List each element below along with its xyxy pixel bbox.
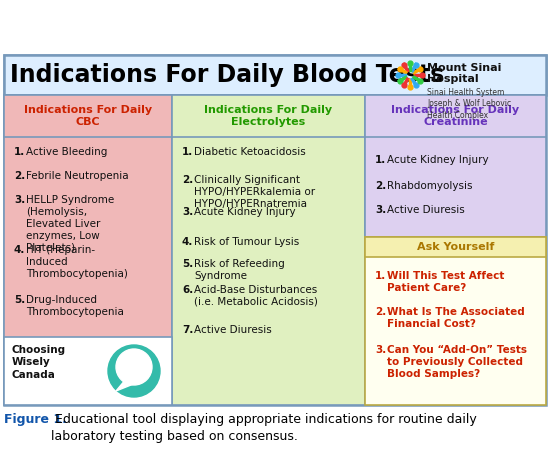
Text: Mount Sinai
Hospital: Mount Sinai Hospital — [427, 63, 502, 84]
Text: 1.: 1. — [14, 147, 25, 157]
Text: Sinai Health System
Joseph & Wolf Lebovic
Health Complex: Sinai Health System Joseph & Wolf Lebovi… — [427, 88, 511, 120]
Bar — [172, 95, 365, 405]
Text: 3.: 3. — [14, 195, 25, 205]
Bar — [365, 237, 546, 257]
Text: Acute Kidney Injury: Acute Kidney Injury — [387, 155, 488, 165]
Text: HIT (Heparin-
Induced
Thrombocytopenia): HIT (Heparin- Induced Thrombocytopenia) — [26, 245, 128, 279]
Text: Clinically Significant
HYPO/HYPERkalemia or
HYPO/HYPERnatremia: Clinically Significant HYPO/HYPERkalemia… — [194, 175, 315, 209]
Bar — [172, 95, 365, 137]
Text: Rhabdomyolysis: Rhabdomyolysis — [387, 181, 472, 191]
Bar — [4, 95, 172, 137]
Text: 6.: 6. — [182, 285, 193, 295]
Text: 4.: 4. — [14, 245, 25, 255]
Text: Indications For Daily
Creatinine: Indications For Daily Creatinine — [392, 105, 520, 127]
Circle shape — [108, 345, 160, 397]
Text: 7.: 7. — [182, 325, 194, 335]
Text: Will This Test Affect
Patient Care?: Will This Test Affect Patient Care? — [387, 271, 504, 293]
Text: HELLP Syndrome
(Hemolysis,
Elevated Liver
enzymes, Low
Platelets): HELLP Syndrome (Hemolysis, Elevated Live… — [26, 195, 114, 253]
Text: 3.: 3. — [375, 205, 386, 215]
Bar — [365, 95, 546, 137]
Text: 2.: 2. — [375, 307, 386, 317]
Text: Risk of Refeeding
Syndrome: Risk of Refeeding Syndrome — [194, 259, 285, 281]
Text: 1.: 1. — [375, 155, 386, 165]
Text: Indications For Daily
CBC: Indications For Daily CBC — [24, 105, 152, 127]
Text: Can You “Add-On” Tests
to Previously Collected
Blood Samples?: Can You “Add-On” Tests to Previously Col… — [387, 345, 527, 379]
Text: Active Diuresis: Active Diuresis — [194, 325, 272, 335]
Bar — [4, 95, 172, 405]
Bar — [365, 237, 546, 405]
Text: 5.: 5. — [14, 295, 25, 305]
Text: 2.: 2. — [14, 171, 25, 181]
Text: 5.: 5. — [182, 259, 193, 269]
Text: 1.: 1. — [182, 147, 193, 157]
Text: Figure 1.: Figure 1. — [4, 413, 67, 426]
Text: 4.: 4. — [182, 237, 194, 247]
Text: Drug-Induced
Thrombocytopenia: Drug-Induced Thrombocytopenia — [26, 295, 124, 317]
Text: 1.: 1. — [375, 271, 386, 281]
Bar — [365, 95, 546, 237]
Text: What Is The Associated
Financial Cost?: What Is The Associated Financial Cost? — [387, 307, 525, 329]
Text: Active Bleeding: Active Bleeding — [26, 147, 107, 157]
Text: Febrile Neutropenia: Febrile Neutropenia — [26, 171, 129, 181]
Polygon shape — [116, 379, 136, 391]
Text: 2.: 2. — [375, 181, 386, 191]
Text: Diabetic Ketoacidosis: Diabetic Ketoacidosis — [194, 147, 306, 157]
Text: Indications For Daily Blood Tests: Indications For Daily Blood Tests — [10, 63, 444, 87]
Circle shape — [116, 349, 152, 385]
Text: 3.: 3. — [375, 345, 386, 355]
Bar — [4, 55, 546, 95]
Text: Ask Yourself: Ask Yourself — [417, 242, 494, 252]
Text: Indications For Daily
Electrolytes: Indications For Daily Electrolytes — [205, 105, 333, 127]
Text: 2.: 2. — [182, 175, 193, 185]
Text: Acid-Base Disturbances
(i.e. Metabolic Acidosis): Acid-Base Disturbances (i.e. Metabolic A… — [194, 285, 318, 307]
Text: Active Diuresis: Active Diuresis — [387, 205, 465, 215]
Bar — [4, 337, 172, 405]
Text: 3.: 3. — [182, 207, 193, 217]
Text: Acute Kidney Injury: Acute Kidney Injury — [194, 207, 296, 217]
Text: Risk of Tumour Lysis: Risk of Tumour Lysis — [194, 237, 299, 247]
Text: Educational tool displaying appropriate indications for routine daily
laboratory: Educational tool displaying appropriate … — [51, 413, 477, 443]
Text: Choosing
Wisely
Canada: Choosing Wisely Canada — [12, 345, 66, 380]
Bar — [4, 55, 546, 405]
